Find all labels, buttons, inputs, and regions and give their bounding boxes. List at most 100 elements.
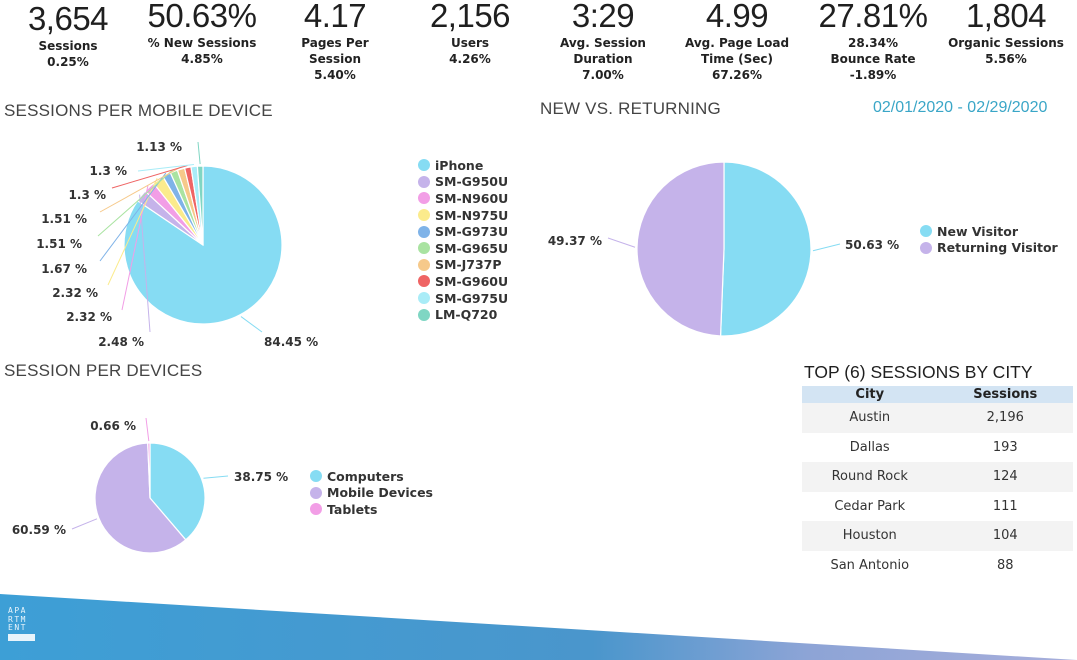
slice-label-sm-g975u: 1.3 % bbox=[90, 164, 127, 178]
kpi-label: 28.34% bbox=[848, 36, 898, 50]
slice-label-mobile-devices: 60.59 % bbox=[12, 523, 66, 537]
leader-line bbox=[812, 243, 841, 252]
legend-label: Computers bbox=[327, 468, 404, 484]
kpi-change: 4.85% bbox=[181, 52, 223, 66]
legend-item-computers[interactable]: Computers bbox=[310, 468, 433, 485]
company-logo: APA RTM ENT bbox=[8, 606, 35, 641]
date-range: 02/01/2020 - 02/29/2020 bbox=[873, 99, 1048, 116]
legend-item-sm-g975u[interactable]: SM-G975U bbox=[418, 290, 508, 307]
legend-label: LM-Q720 bbox=[435, 307, 498, 323]
pie-slice-mobile-devices bbox=[94, 442, 187, 554]
legend-item-sm-g960u[interactable]: SM-G960U bbox=[418, 273, 508, 290]
leader-line bbox=[607, 237, 636, 248]
legend-swatch-icon bbox=[920, 241, 932, 254]
legend-swatch-icon bbox=[310, 470, 322, 483]
sessions-cell: 111 bbox=[992, 498, 1018, 514]
legend-swatch-icon bbox=[418, 225, 430, 238]
legend-swatch-icon bbox=[418, 308, 430, 321]
legend-label: Returning Visitor bbox=[937, 240, 1058, 256]
kpi-label: Time (Sec) bbox=[701, 52, 773, 66]
legend-item-mobile-devices[interactable]: Mobile Devices bbox=[310, 485, 433, 502]
slice-label-sm-g960u: 1.3 % bbox=[69, 188, 106, 202]
city-sessions-table: City Sessions Austin 2,196 Dallas 193 Ro… bbox=[802, 386, 1073, 580]
kpi-change: 7.00% bbox=[582, 68, 624, 82]
logo-box bbox=[8, 633, 35, 641]
kpi-change: 5.56% bbox=[985, 52, 1027, 66]
leader-line bbox=[99, 172, 167, 262]
pie-slice-returning-visitor bbox=[636, 161, 725, 337]
kpi-value: 2,156 bbox=[429, 0, 511, 34]
sessions-cell: 193 bbox=[992, 439, 1018, 455]
legend-swatch-icon bbox=[418, 175, 430, 188]
slice-label-sm-g950u: 2.48 % bbox=[98, 335, 144, 349]
footer-band bbox=[0, 594, 1077, 660]
sessions-cell: 88 bbox=[996, 557, 1014, 573]
legend-item-new-visitor[interactable]: New Visitor bbox=[920, 223, 1058, 240]
kpi-avg-page-load-time: 4.99 Avg. Page Load Time (Sec) 67.26% bbox=[672, 0, 802, 83]
leader-line bbox=[99, 166, 181, 213]
legend-item-sm-g965u[interactable]: SM-G965U bbox=[418, 240, 508, 257]
legend-swatch-icon bbox=[418, 209, 430, 222]
legend-item-iphone[interactable]: iPhone bbox=[418, 157, 508, 174]
kpi-value: 4.17 bbox=[303, 0, 367, 34]
kpi-value: 4.99 bbox=[705, 0, 769, 34]
city-cell: Austin bbox=[802, 403, 938, 433]
legend-label: SM-G975U bbox=[435, 290, 509, 306]
leader-line bbox=[111, 165, 188, 189]
city-cell: Dallas bbox=[849, 439, 890, 455]
slice-label-sm-g973u: 1.67 % bbox=[41, 262, 87, 276]
leader-line bbox=[71, 518, 98, 530]
city-cell: Cedar Park bbox=[834, 498, 906, 514]
slice-label-sm-n975u: 2.32 % bbox=[52, 286, 98, 300]
kpi-sessions: 3,654 Sessions 0.25% bbox=[18, 0, 118, 70]
legend-swatch-icon bbox=[310, 503, 322, 516]
leader-line bbox=[137, 164, 195, 172]
pie-slice-tablets bbox=[147, 442, 151, 499]
kpi-new-sessions: 50.63% % New Sessions 4.85% bbox=[134, 0, 270, 67]
legend-swatch-icon bbox=[418, 159, 430, 172]
new-vs-returning-pie-chart: 50.63 % 49.37 % bbox=[548, 161, 899, 337]
table-row: Houston 104 bbox=[802, 521, 1073, 551]
legend-item-sm-n975u[interactable]: SM-N975U bbox=[418, 207, 508, 224]
leader-line bbox=[197, 141, 201, 165]
legend-swatch-icon bbox=[418, 275, 430, 288]
city-cell: San Antonio bbox=[830, 557, 910, 573]
pie-slice-lm-q720 bbox=[196, 165, 204, 246]
legend-label: SM-J737P bbox=[435, 257, 502, 273]
new-vs-returning-chart-title: NEW VS. RETURNING bbox=[540, 99, 721, 118]
legend-label: Tablets bbox=[327, 501, 378, 517]
sessions-cell: 124 bbox=[937, 462, 1073, 492]
legend-swatch-icon bbox=[920, 225, 932, 238]
legend-item-returning-visitor[interactable]: Returning Visitor bbox=[920, 240, 1058, 257]
city-cell: Round Rock bbox=[802, 462, 938, 492]
legend-label: SM-N975U bbox=[435, 207, 509, 223]
column-header-sessions: Sessions bbox=[937, 386, 1073, 403]
sessions-cell: 2,196 bbox=[937, 403, 1073, 433]
kpi-label: Users bbox=[450, 36, 490, 50]
slice-label-sm-j737p: 1.51 % bbox=[41, 212, 87, 226]
kpi-bounce-rate: 27.81% 28.34% Bounce Rate -1.89% bbox=[810, 0, 936, 83]
kpi-pages-per-session: 4.17 Pages Per Session 5.40% bbox=[285, 0, 385, 83]
legend-item-lm-q720[interactable]: LM-Q720 bbox=[418, 306, 508, 323]
kpi-label: Avg. Page Load bbox=[684, 36, 790, 50]
legend-item-sm-n960u[interactable]: SM-N960U bbox=[418, 190, 508, 207]
kpi-label: Duration bbox=[573, 52, 633, 66]
legend-label: Mobile Devices bbox=[327, 485, 433, 501]
legend-swatch-icon bbox=[418, 192, 430, 205]
kpi-change: 67.26% bbox=[712, 68, 762, 82]
legend-label: SM-N960U bbox=[435, 190, 509, 206]
legend-item-sm-g973u[interactable]: SM-G973U bbox=[418, 223, 508, 240]
kpi-users: 2,156 Users 4.26% bbox=[420, 0, 520, 67]
kpi-organic-sessions: 1,804 Organic Sessions 5.56% bbox=[938, 0, 1074, 67]
kpi-label: % New Sessions bbox=[147, 36, 257, 50]
legend-swatch-icon bbox=[310, 486, 322, 499]
legend-item-sm-g950u[interactable]: SM-G950U bbox=[418, 174, 508, 191]
slice-label-returning-visitor: 49.37 % bbox=[548, 234, 602, 248]
legend-item-tablets[interactable]: Tablets bbox=[310, 501, 433, 518]
table-header-row: City Sessions bbox=[802, 386, 1073, 403]
legend-item-sm-j737p[interactable]: SM-J737P bbox=[418, 257, 508, 274]
mobile-device-legend: iPhone SM-G950U SM-N960U SM-N975U SM-G973U SM… bbox=[418, 157, 508, 323]
legend-swatch-icon bbox=[418, 242, 430, 255]
kpi-label: Session bbox=[309, 52, 361, 66]
mobile-device-pie-chart: 84.45 % 2.48 % 2.32 % 2.32 % 1.67 % 1.51 % 1.5… bbox=[36, 140, 318, 349]
